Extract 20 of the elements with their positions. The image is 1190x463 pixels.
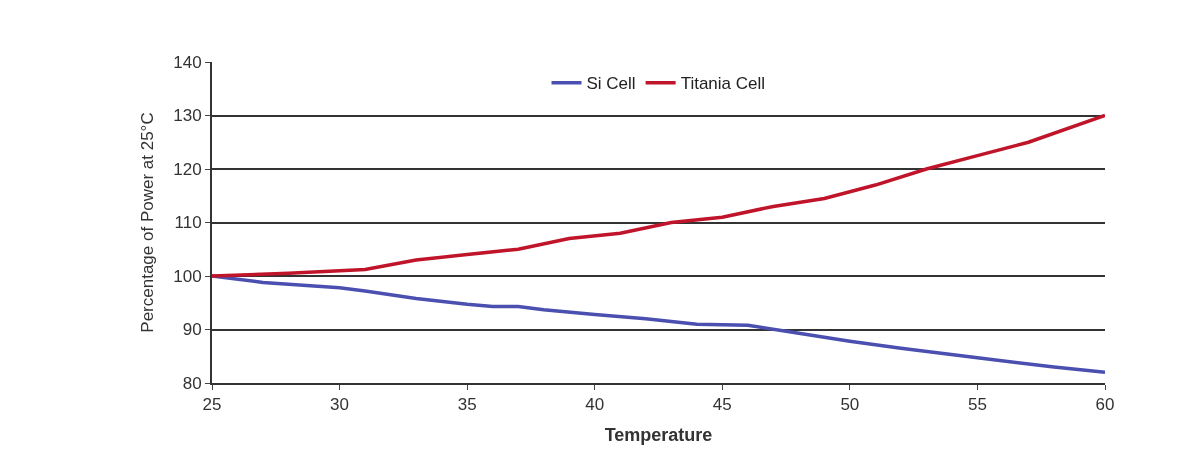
- x-tick-label: 55: [967, 395, 987, 415]
- y-tick-label: 90: [182, 320, 202, 340]
- x-tick-label: 35: [457, 395, 477, 415]
- y-tick-label: 80: [182, 373, 202, 393]
- x-tick-label: 50: [840, 395, 860, 415]
- x-tick-label: 25: [202, 395, 222, 415]
- y-tick-label: 110: [174, 213, 202, 233]
- y-tick-label: 120: [173, 159, 202, 179]
- legend-label: Titania Cell: [680, 74, 766, 94]
- x-tick-label: 40: [585, 395, 605, 415]
- line-series: [212, 113, 1105, 278]
- x-axis-title: Temperature: [604, 425, 713, 445]
- legend-label: Si Cell: [586, 74, 636, 94]
- x-tick-label: 30: [330, 395, 350, 415]
- y-tick-label: 140: [173, 52, 202, 72]
- y-tick-label: 130: [173, 106, 202, 126]
- y-axis-title: Percentage of Power at 25°C: [138, 112, 158, 333]
- y-tick-label: 100: [173, 266, 202, 286]
- x-tick-label: 45: [712, 395, 732, 415]
- x-tick-label: 60: [1095, 395, 1115, 415]
